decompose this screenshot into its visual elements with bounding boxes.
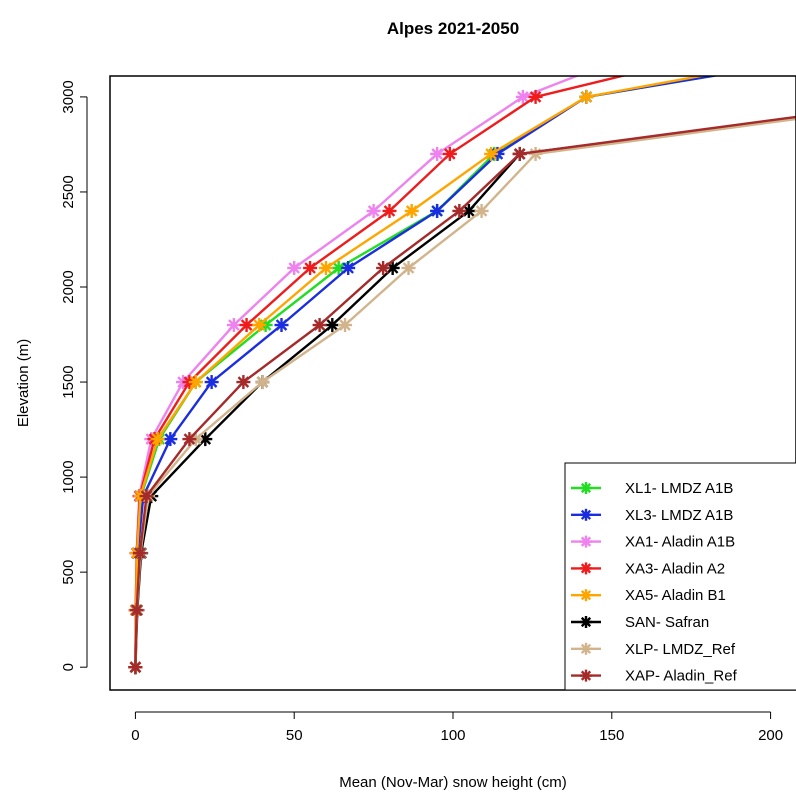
data-point — [484, 146, 499, 161]
legend-label: XAP- Aladin_Ref — [625, 668, 738, 685]
data-point — [182, 432, 197, 447]
data-point — [128, 660, 143, 675]
data-point — [239, 318, 254, 333]
y-tick-label: 2500 — [60, 175, 77, 208]
legend-item: XA3- Aladin A2 — [571, 560, 725, 577]
y-tick-label: 500 — [60, 560, 77, 585]
data-point — [366, 203, 381, 218]
x-tick-label: 50 — [286, 727, 303, 744]
data-point — [303, 260, 318, 275]
y-axis: 0 500 1000 1500 2000 2500 3000 — [60, 80, 88, 671]
legend-label: XA3- Aladin A2 — [625, 560, 725, 577]
data-point — [236, 375, 251, 390]
data-point — [376, 260, 391, 275]
data-point — [341, 260, 356, 275]
x-tick-label: 200 — [758, 727, 783, 744]
data-point — [528, 89, 543, 104]
plot-frame — [109, 75, 796, 691]
data-point — [188, 375, 203, 390]
legend: XL1- LMDZ A1B XL3- LMDZ A1B XA1- Aladin A1… — [564, 462, 796, 690]
data-point — [401, 260, 416, 275]
data-point — [204, 375, 219, 390]
data-point — [287, 260, 302, 275]
series-layer — [128, 76, 796, 675]
data-point — [163, 432, 178, 447]
legend-marker — [580, 482, 592, 494]
legend-label: XA1- Aladin A1B — [625, 534, 735, 551]
data-point — [274, 318, 289, 333]
data-point — [512, 146, 527, 161]
y-tick-label: 2000 — [60, 270, 77, 303]
legend-item: SAN- Safran — [571, 614, 709, 631]
y-tick-label: 3000 — [60, 80, 77, 113]
legend-item: XL3- LMDZ A1B — [571, 507, 733, 524]
y-tick-label: 1500 — [60, 365, 77, 398]
data-point — [452, 203, 467, 218]
series-line — [134, 76, 708, 668]
y-tick-label: 0 — [60, 663, 77, 671]
data-point — [442, 146, 457, 161]
data-point — [139, 489, 154, 504]
legend-marker — [580, 589, 592, 602]
x-axis-label: Mean (Nov-Mar) snow height (cm) — [339, 774, 567, 791]
data-point — [382, 203, 397, 218]
series-7 — [128, 115, 796, 675]
data-point — [430, 203, 445, 218]
data-point — [461, 203, 476, 218]
data-point — [579, 89, 594, 104]
legend-marker — [580, 616, 592, 628]
legend-box: XL1- LMDZ A1B XL3- LMDZ A1B XA1- Aladin A1… — [564, 462, 796, 690]
y-axis-label: Elevation (m) — [15, 339, 32, 427]
data-point — [129, 603, 144, 618]
legend-label: XL1- LMDZ A1B — [625, 480, 733, 497]
x-tick-label: 150 — [599, 727, 624, 744]
data-point — [312, 318, 327, 333]
data-point — [474, 203, 489, 218]
data-point — [430, 146, 445, 161]
data-point — [318, 260, 333, 275]
data-point — [528, 146, 543, 161]
data-point — [150, 432, 165, 447]
legend-marker — [580, 669, 592, 682]
data-point — [515, 89, 530, 104]
data-point — [331, 260, 346, 275]
legend-marker — [580, 508, 592, 521]
legend-label: XA5- Aladin B1 — [625, 587, 726, 604]
legend-frame — [564, 462, 796, 690]
x-tick-label: 100 — [440, 727, 465, 744]
data-point — [325, 318, 340, 333]
x-tick-label: 0 — [131, 727, 139, 744]
legend-marker — [580, 562, 592, 575]
data-point — [252, 318, 267, 333]
legend-item: XA1- Aladin A1B — [571, 534, 735, 551]
data-point — [132, 546, 147, 561]
x-axis: 0 50 100 150 200 — [131, 711, 783, 744]
data-point — [226, 318, 241, 333]
chart-title: Alpes 2021-2050 — [387, 19, 519, 38]
data-point — [338, 318, 353, 333]
legend-item: XL1- LMDZ A1B — [571, 480, 733, 497]
legend-marker — [580, 642, 592, 655]
legend-item: XLP- LMDZ_Ref — [571, 641, 736, 658]
data-point — [404, 203, 419, 218]
plot-area — [128, 76, 796, 675]
legend-marker — [580, 535, 592, 548]
legend-item: XAP- Aladin_Ref — [571, 668, 738, 685]
data-point — [255, 375, 270, 390]
legend-label: XL3- LMDZ A1B — [625, 507, 733, 524]
legend-item: XA5- Aladin B1 — [571, 587, 726, 604]
legend-label: SAN- Safran — [625, 614, 709, 631]
y-tick-label: 1000 — [60, 460, 77, 493]
legend-label: XLP- LMDZ_Ref — [625, 641, 736, 658]
